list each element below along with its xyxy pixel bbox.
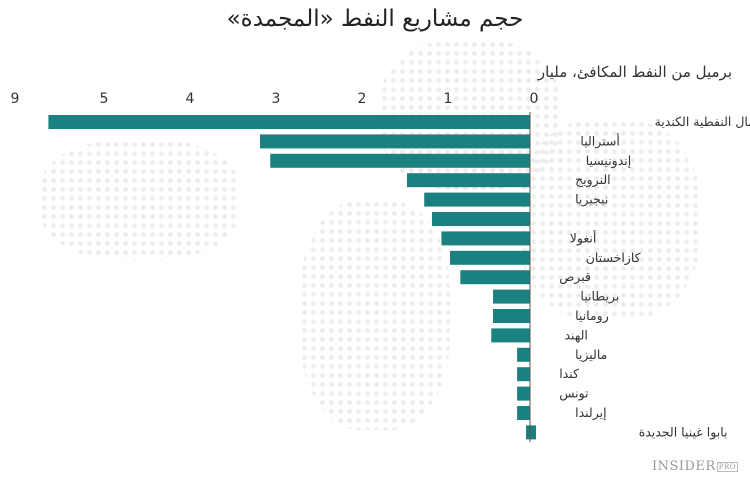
category-label: رومانيا [575, 308, 609, 324]
map-background [300, 200, 450, 430]
tick-label: 9 [11, 91, 20, 107]
bar [526, 425, 536, 440]
map-background [520, 120, 700, 320]
bar [517, 386, 530, 401]
bar [493, 309, 530, 323]
tick-label: 1 [444, 91, 453, 107]
tick-label: 4 [186, 91, 195, 107]
category-label: بريطانيا [580, 289, 619, 305]
category-label: الرمال النفطية الكندية [655, 114, 750, 130]
tick-label: 5 [100, 91, 109, 107]
bar [517, 347, 530, 362]
category-label: إيرلندا [575, 405, 606, 421]
category-label: أنغولا [570, 229, 597, 246]
category-label: نيجيريا [575, 192, 608, 208]
bar [517, 406, 530, 420]
category-label: بابوا غينيا الجديدة [639, 424, 728, 440]
bar [493, 289, 530, 304]
category-label: تونس [559, 386, 589, 402]
category-label: كندا [559, 366, 579, 381]
bar [48, 115, 531, 129]
tick-label: 0 [530, 91, 539, 107]
bar [491, 328, 530, 343]
axis-label: برميل من النفط المكافئ، مليار [537, 63, 732, 81]
bar [431, 212, 530, 226]
category-label: كازاخستان [586, 250, 641, 266]
bar [450, 250, 530, 265]
bar [270, 153, 530, 168]
category-label: النرويج [575, 172, 611, 188]
bar [424, 192, 530, 207]
bar [441, 231, 530, 246]
map-background [40, 140, 240, 260]
bar [460, 270, 530, 285]
category-label: إندونيسيا [586, 153, 632, 169]
brand-logo: INSIDER PRO [652, 459, 738, 474]
bar [259, 134, 530, 149]
chart-title: حجم مشاريع النفط «المجمدة» [226, 6, 524, 32]
category-label: الهند [565, 327, 588, 343]
category-label: قبرص [559, 269, 591, 285]
tick-label: 2 [358, 91, 367, 107]
category-label: ماليزيا [575, 347, 607, 363]
tick-label: 3 [272, 91, 281, 107]
category-label: أستراليا [580, 132, 619, 149]
bar [517, 367, 530, 382]
bar [407, 173, 530, 188]
